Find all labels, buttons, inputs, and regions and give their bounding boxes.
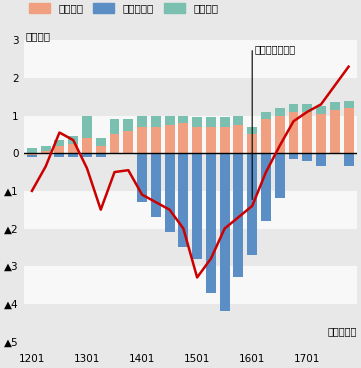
Bar — [55, 153, 64, 157]
Bar — [96, 138, 106, 146]
Bar — [27, 148, 37, 153]
Bar — [24, 116, 357, 153]
Bar — [123, 131, 133, 153]
Bar — [110, 123, 119, 153]
Bar — [137, 127, 147, 153]
Bar — [275, 108, 285, 116]
Bar — [330, 102, 340, 110]
Bar — [68, 144, 78, 153]
Bar — [344, 108, 353, 153]
Bar — [24, 266, 357, 304]
Bar — [288, 104, 299, 112]
Bar — [27, 153, 37, 157]
Bar — [165, 125, 175, 153]
Bar — [165, 153, 175, 232]
Text: 年・四半期: 年・四半期 — [327, 326, 357, 336]
Bar — [151, 116, 161, 127]
Bar — [82, 116, 92, 138]
Bar — [316, 114, 326, 153]
Bar — [247, 127, 257, 134]
Bar — [55, 140, 64, 146]
Bar — [330, 110, 340, 153]
Bar — [247, 134, 257, 153]
Legend: 雇用者数, 消費者物価, 名目賃金: 雇用者数, 消費者物価, 名目賃金 — [29, 3, 218, 14]
Bar — [41, 149, 51, 153]
Bar — [123, 121, 133, 153]
Bar — [178, 123, 188, 153]
Bar — [220, 127, 230, 153]
Bar — [110, 119, 119, 134]
Bar — [344, 100, 353, 108]
Bar — [27, 153, 37, 155]
Bar — [220, 117, 230, 127]
Bar — [82, 138, 92, 153]
Bar — [247, 153, 257, 255]
Bar — [192, 153, 202, 259]
Bar — [55, 146, 64, 153]
Bar — [234, 125, 243, 153]
Bar — [330, 148, 340, 153]
Bar — [178, 116, 188, 123]
Bar — [288, 112, 299, 153]
Bar — [234, 153, 243, 277]
Bar — [316, 106, 326, 114]
Bar — [206, 127, 216, 153]
Bar — [192, 127, 202, 153]
Bar — [220, 153, 230, 311]
Bar — [275, 153, 285, 198]
Bar — [82, 153, 92, 157]
Bar — [206, 117, 216, 127]
Bar — [316, 153, 326, 166]
Bar — [110, 134, 119, 153]
Bar — [24, 40, 357, 78]
Bar — [165, 116, 175, 125]
Bar — [344, 153, 353, 166]
Text: 前年比％: 前年比％ — [25, 32, 50, 42]
Bar — [151, 127, 161, 153]
Bar — [261, 153, 271, 221]
Bar — [151, 153, 161, 217]
Bar — [41, 151, 51, 153]
Bar — [206, 153, 216, 293]
Bar — [24, 191, 357, 229]
Bar — [302, 104, 312, 112]
Bar — [41, 146, 51, 151]
Bar — [96, 153, 106, 157]
Bar — [234, 116, 243, 125]
Bar — [261, 112, 271, 119]
Bar — [261, 119, 271, 153]
Text: 実質雇用者所得: 実質雇用者所得 — [255, 44, 296, 54]
Bar — [68, 153, 78, 157]
Bar — [192, 117, 202, 127]
Bar — [123, 119, 133, 131]
Bar — [137, 153, 147, 202]
Bar — [68, 136, 78, 144]
Bar — [302, 153, 312, 161]
Bar — [137, 116, 147, 127]
Bar — [288, 153, 299, 159]
Bar — [178, 153, 188, 247]
Bar — [302, 112, 312, 153]
Bar — [96, 146, 106, 153]
Bar — [275, 116, 285, 153]
